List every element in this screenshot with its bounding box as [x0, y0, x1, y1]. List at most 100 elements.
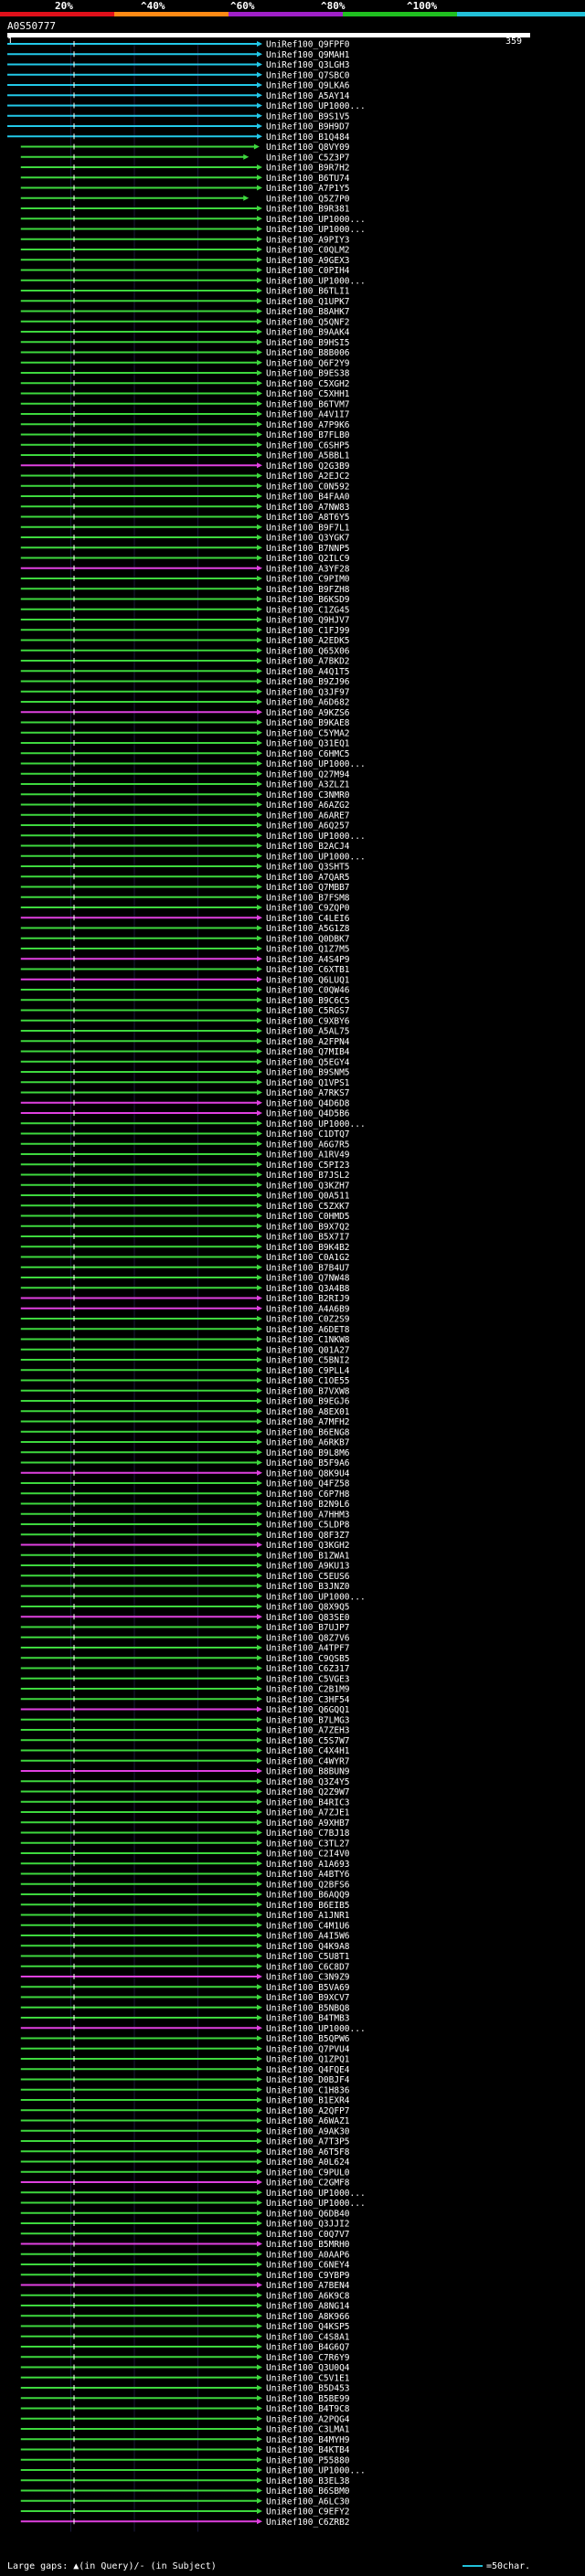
hit-row[interactable]: UniRef100_A6T5F8 — [20, 2147, 350, 2157]
hit-row[interactable]: UniRef100_C6ZRB2 — [20, 2518, 350, 2528]
hit-row[interactable]: UniRef100_A6WAZ1 — [20, 2116, 350, 2126]
hit-label[interactable]: UniRef100_C2I4V0 — [266, 1850, 350, 1860]
hit-label[interactable]: UniRef100_C9PIM0 — [266, 575, 350, 585]
hit-label[interactable]: UniRef100_C0Z2S9 — [266, 1315, 350, 1325]
hit-label[interactable]: UniRef100_UP1000... — [266, 2199, 366, 2209]
hit-row[interactable]: UniRef100_Q4FZ58 — [20, 1479, 350, 1489]
hit-label[interactable]: UniRef100_A2QFP7 — [266, 2106, 350, 2116]
hit-row[interactable]: UniRef100_A9GEX3 — [20, 256, 350, 266]
hit-row[interactable]: UniRef100_Q4K9A8 — [20, 1942, 350, 1952]
hit-row[interactable]: UniRef100_Q1Z7M5 — [20, 945, 350, 955]
hit-row[interactable]: UniRef100_B8BUN9 — [20, 1767, 350, 1777]
hit-row[interactable]: UniRef100_Q9HJV7 — [20, 616, 350, 626]
hit-label[interactable]: UniRef100_B4RIC3 — [266, 1797, 350, 1807]
hit-label[interactable]: UniRef100_Q8VY09 — [266, 143, 350, 153]
hit-row[interactable]: UniRef100_C6C8D7 — [20, 1962, 350, 1972]
hit-row[interactable]: UniRef100_C7BJ18 — [20, 1829, 350, 1839]
hit-label[interactable]: UniRef100_C1NKW8 — [266, 1335, 350, 1345]
hit-label[interactable]: UniRef100_UP1000... — [266, 832, 366, 842]
hit-row[interactable]: UniRef100_A4BTY6 — [20, 1870, 350, 1880]
hit-row[interactable]: UniRef100_Q8K9U4 — [20, 1468, 350, 1479]
hit-row[interactable]: UniRef100_A8K966 — [20, 2312, 350, 2322]
hit-label[interactable]: UniRef100_B9EGJ6 — [266, 1397, 350, 1407]
hit-row[interactable]: UniRef100_Q6GQQ1 — [20, 1705, 350, 1715]
hit-label[interactable]: UniRef100_A0L624 — [266, 2157, 350, 2168]
hit-row[interactable]: UniRef100_C2B1M9 — [20, 1685, 350, 1695]
hit-label[interactable]: UniRef100_B5X7I7 — [266, 1233, 350, 1243]
hit-row[interactable]: UniRef100_A7P9K6 — [20, 420, 350, 430]
hit-row[interactable]: UniRef100_B9K4B2 — [20, 1243, 350, 1253]
hit-label[interactable]: UniRef100_B6EIB5 — [266, 1901, 350, 1911]
hit-row[interactable]: UniRef100_Q7NW48 — [20, 1274, 350, 1284]
hit-row[interactable]: UniRef100_A9AK30 — [20, 2126, 350, 2136]
hit-label[interactable]: UniRef100_A4I5W6 — [266, 1932, 350, 1942]
hit-row[interactable]: UniRef100_C0QW46 — [20, 986, 350, 996]
hit-row[interactable]: UniRef100_B9ZJ96 — [20, 677, 350, 687]
hit-label[interactable]: UniRef100_B5BE99 — [266, 2394, 350, 2404]
hit-row[interactable]: UniRef100_C0HMD5 — [20, 1212, 350, 1222]
hit-row[interactable]: UniRef100_Q1UPK7 — [20, 297, 350, 307]
hit-label[interactable]: UniRef100_B6TU74 — [266, 174, 350, 184]
hit-label[interactable]: UniRef100_C2GMF8 — [266, 2178, 350, 2189]
hit-row[interactable]: UniRef100_Q4D6D8 — [20, 1098, 350, 1108]
hit-label[interactable]: UniRef100_B8BUN9 — [266, 1767, 350, 1777]
hit-row[interactable]: UniRef100_B9S1V5 — [7, 111, 350, 122]
hit-row[interactable]: UniRef100_B9R381 — [20, 205, 350, 215]
hit-row[interactable]: UniRef100_C0Z2S9 — [20, 1315, 350, 1325]
hit-row[interactable]: UniRef100_UP1000... — [20, 225, 366, 235]
hit-row[interactable]: UniRef100_C9PUL0 — [20, 2168, 350, 2178]
hit-label[interactable]: UniRef100_Q8X9Q5 — [266, 1603, 350, 1613]
hit-label[interactable]: UniRef100_B2ACJ4 — [266, 842, 350, 852]
hit-row[interactable]: UniRef100_A6AZG2 — [20, 800, 350, 811]
hit-label[interactable]: UniRef100_UP1000... — [266, 225, 366, 235]
hit-row[interactable]: UniRef100_Q8X9Q5 — [20, 1603, 350, 1613]
hit-label[interactable]: UniRef100_A6AZG2 — [266, 800, 350, 811]
hit-label[interactable]: UniRef100_B7FLB0 — [266, 430, 350, 440]
hit-row[interactable]: UniRef100_C6Z317 — [20, 1664, 350, 1674]
hit-row[interactable]: UniRef100_B9XCV7 — [20, 1993, 350, 2003]
hit-row[interactable]: UniRef100_Q9MAH1 — [7, 50, 350, 60]
hit-label[interactable]: UniRef100_C5VGE3 — [266, 1674, 350, 1684]
hit-row[interactable]: UniRef100_Q4FQE4 — [20, 2065, 350, 2075]
hit-label[interactable]: UniRef100_Q4FQE4 — [266, 2065, 350, 2075]
hit-label[interactable]: UniRef100_A8EX01 — [266, 1407, 350, 1417]
hit-row[interactable]: UniRef100_C5YMA2 — [20, 728, 350, 738]
hit-row[interactable]: UniRef100_A4S4P9 — [20, 955, 350, 965]
hit-label[interactable]: UniRef100_C9YBP9 — [266, 2271, 350, 2281]
hit-label[interactable]: UniRef100_Q3KGH2 — [266, 1541, 350, 1551]
hit-row[interactable]: UniRef100_A7QAR5 — [20, 873, 350, 883]
hit-row[interactable]: UniRef100_B4T9C8 — [20, 2404, 350, 2414]
hit-row[interactable]: UniRef100_A3ZLZ1 — [20, 780, 350, 790]
hit-row[interactable]: UniRef100_D0BJF4 — [20, 2075, 350, 2085]
hit-label[interactable]: UniRef100_C5ZXK7 — [266, 1202, 350, 1212]
hit-row[interactable]: UniRef100_B9EGJ6 — [20, 1397, 350, 1407]
hit-row[interactable]: UniRef100_Q7PVU4 — [20, 2044, 350, 2054]
hit-label[interactable]: UniRef100_A8NG14 — [266, 2302, 350, 2312]
hit-label[interactable]: UniRef100_A1A693 — [266, 1860, 350, 1870]
hit-label[interactable]: UniRef100_Q5Z7P0 — [266, 194, 350, 204]
hit-row[interactable]: UniRef100_A1RV49 — [20, 1150, 350, 1161]
hit-label[interactable]: UniRef100_Q6F2Y9 — [266, 358, 350, 368]
hit-label[interactable]: UniRef100_C6NEY4 — [266, 2261, 350, 2271]
hit-row[interactable]: UniRef100_C1DTQ7 — [20, 1129, 350, 1140]
hit-row[interactable]: UniRef100_A5AY14 — [7, 91, 350, 101]
hit-label[interactable]: UniRef100_B7UJP7 — [266, 1623, 350, 1633]
hit-label[interactable]: UniRef100_A6WAZ1 — [266, 2116, 350, 2126]
hit-label[interactable]: UniRef100_A7NW83 — [266, 503, 350, 513]
hit-label[interactable]: UniRef100_A8K966 — [266, 2312, 350, 2322]
hit-label[interactable]: UniRef100_B9F7L1 — [266, 523, 350, 533]
hit-label[interactable]: UniRef100_C3N9Z9 — [266, 1973, 350, 1983]
hit-label[interactable]: UniRef100_UP1000... — [266, 101, 366, 111]
hit-label[interactable]: UniRef100_C4WYR7 — [266, 1756, 350, 1766]
hit-label[interactable]: UniRef100_Q2Z9W7 — [266, 1787, 350, 1797]
hit-row[interactable]: UniRef100_Q3KZH7 — [20, 1181, 350, 1191]
hit-label[interactable]: UniRef100_C9PUL0 — [266, 2168, 350, 2178]
hit-row[interactable]: UniRef100_C5ZXK7 — [20, 1202, 350, 1212]
hit-row[interactable]: UniRef100_B7FLB0 — [20, 430, 350, 440]
hit-label[interactable]: UniRef100_Q3KZH7 — [266, 1181, 350, 1191]
hit-label[interactable]: UniRef100_B4T9C8 — [266, 2404, 350, 2414]
hit-row[interactable]: UniRef100_B7NNP5 — [20, 544, 350, 554]
hit-row[interactable]: UniRef100_Q8F3Z7 — [20, 1531, 350, 1541]
hit-row[interactable]: UniRef100_A2PQG4 — [20, 2414, 350, 2424]
hit-row[interactable]: UniRef100_C1OE55 — [20, 1376, 350, 1386]
